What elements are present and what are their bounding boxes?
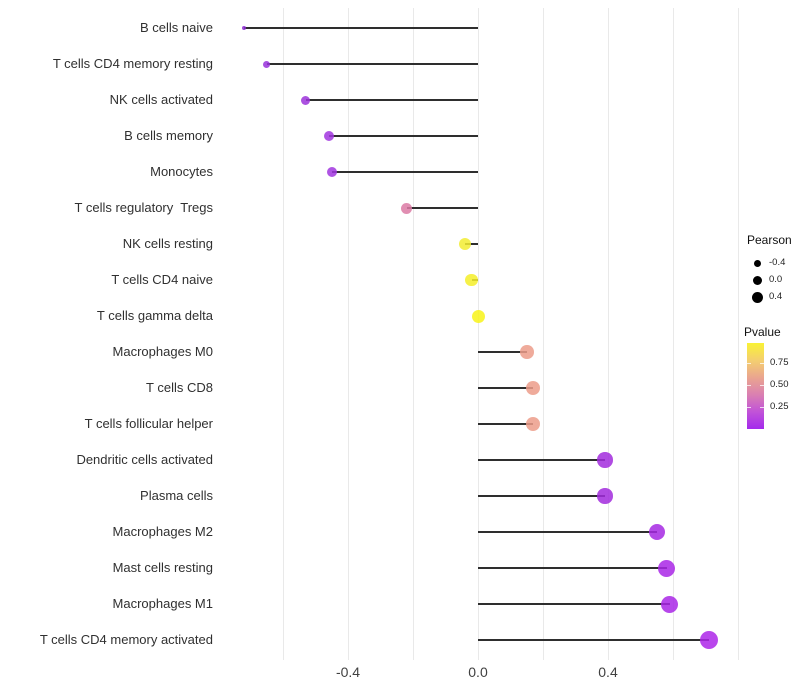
pvalue-legend-label: 0.25: [770, 401, 789, 412]
lollipop-stem: [465, 243, 478, 245]
gridline: [672, 8, 674, 660]
category-label: Macrophages M0: [112, 344, 213, 359]
category-label: NK cells activated: [109, 92, 213, 107]
pvalue-colorbar: [747, 343, 764, 429]
category-label: Macrophages M1: [112, 596, 213, 611]
colorbar-tick: [760, 385, 764, 386]
lollipop-dot: [458, 237, 472, 251]
pearson-legend-dot: [752, 275, 762, 285]
lollipop-stem: [266, 63, 478, 65]
category-label: B cells naive: [140, 20, 213, 35]
lollipop-dot: [471, 309, 485, 323]
pvalue-legend-title: Pvalue: [744, 325, 781, 339]
lollipop-dot: [520, 345, 534, 359]
lollipop-stem: [478, 639, 709, 641]
lollipop-stem: [478, 459, 605, 461]
category-label: T cells follicular helper: [84, 416, 213, 431]
lollipop-dot: [301, 95, 311, 105]
lollipop-stem: [305, 99, 478, 101]
pearson-legend-label: -0.4: [769, 257, 786, 268]
category-label: T cells gamma delta: [96, 308, 213, 323]
lollipop-dot: [526, 381, 541, 395]
lollipop-stem: [478, 423, 534, 425]
category-label: Monocytes: [150, 164, 213, 179]
lollipop-dot: [326, 167, 337, 177]
lollipop-dot: [465, 273, 478, 287]
pearson-legend-label: 0.4: [769, 291, 783, 302]
colorbar-tick: [747, 385, 751, 386]
lollipop-dot: [699, 631, 718, 649]
lollipop-dot: [263, 60, 271, 68]
lollipop-dot: [401, 202, 412, 214]
gridline: [607, 8, 609, 660]
category-label: B cells memory: [124, 128, 213, 143]
lollipop-stem: [478, 387, 534, 389]
pearson-legend-title: Pearson: [747, 233, 792, 247]
lollipop-dot: [241, 25, 247, 31]
gridline: [477, 8, 479, 660]
category-label: T cells regulatory Tregs: [74, 200, 213, 215]
category-label: Macrophages M2: [112, 524, 213, 539]
lollipop-dot: [648, 523, 665, 541]
lollipop-stem: [478, 567, 667, 569]
gridline: [412, 8, 414, 660]
lollipop-stem: [331, 171, 478, 173]
category-label: T cells CD4 naive: [111, 272, 213, 287]
lollipop-dot: [597, 452, 613, 468]
pearson-legend-dot: [751, 291, 763, 303]
category-label: T cells CD4 memory activated: [39, 632, 213, 647]
lollipop-stem: [406, 207, 478, 209]
category-label: T cells CD4 memory resting: [52, 56, 213, 71]
lollipop-dot: [323, 131, 334, 141]
lollipop-stem: [478, 495, 605, 497]
lollipop-stem: [244, 27, 478, 29]
gridline: [737, 8, 739, 660]
lollipop-stem: [328, 135, 478, 137]
x-axis-tick-label: -0.4: [335, 664, 361, 680]
category-label: Mast cells resting: [112, 560, 213, 575]
colorbar-tick: [747, 407, 751, 408]
category-label: Dendritic cells activated: [76, 452, 213, 467]
colorbar-tick: [760, 363, 764, 364]
pearson-legend-label: 0.0: [769, 274, 783, 285]
lollipop-stem: [478, 531, 657, 533]
category-label: Plasma cells: [140, 488, 213, 503]
lollipop-stem: [478, 351, 527, 353]
gridline: [282, 8, 284, 660]
category-label: T cells CD8: [146, 380, 213, 395]
gridline: [347, 8, 349, 660]
x-axis-tick-label: 0.0: [468, 664, 488, 680]
pvalue-legend-label: 0.50: [770, 379, 789, 390]
lollipop-dot: [658, 559, 675, 577]
lollipop-dot: [597, 488, 613, 504]
x-axis-tick-label: 0.4: [598, 664, 618, 680]
lollipop-stem: [478, 603, 670, 605]
category-label: NK cells resting: [122, 236, 213, 251]
lollipop-dot: [526, 417, 541, 431]
pvalue-legend-label: 0.75: [770, 357, 789, 368]
colorbar-tick: [747, 363, 751, 364]
lollipop-dot: [661, 595, 679, 613]
gridline: [542, 8, 544, 660]
colorbar-tick: [760, 407, 764, 408]
pearson-legend-dot: [753, 259, 761, 267]
